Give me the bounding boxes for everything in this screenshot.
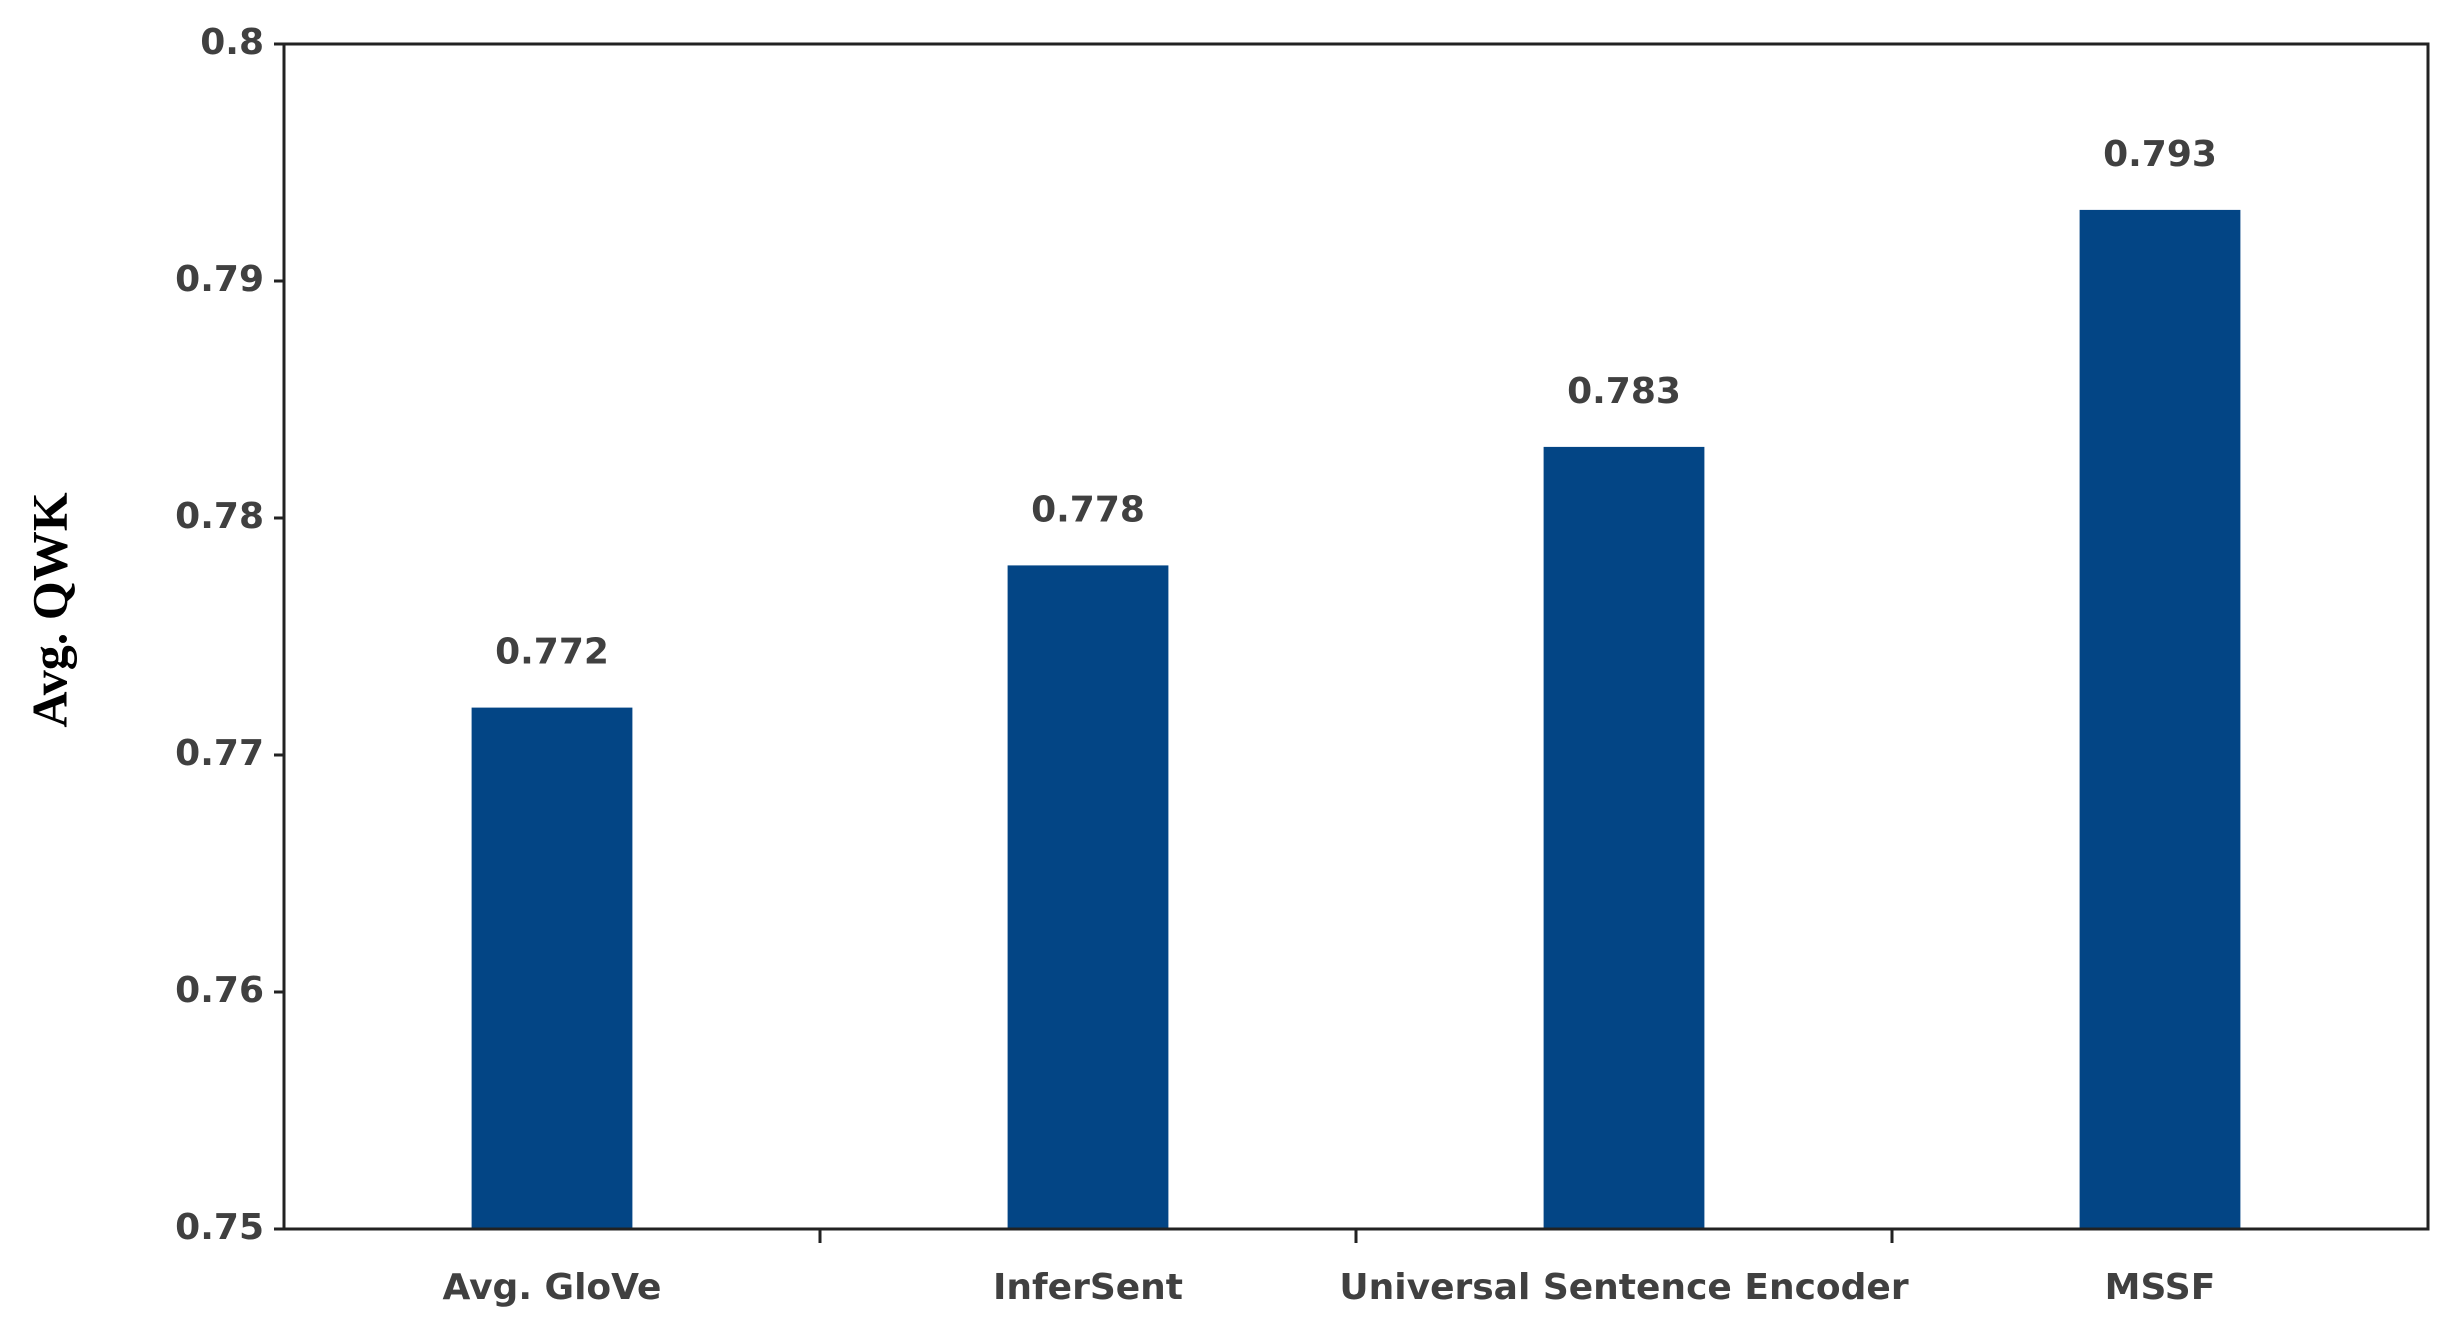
bar: [1007, 565, 1169, 1229]
y-tick-label: 0.77: [175, 733, 264, 774]
value-label: 0.783: [1567, 371, 1681, 412]
y-tick-label: 0.76: [175, 970, 264, 1011]
x-tick-label: Avg. GloVe: [443, 1267, 662, 1308]
y-axis-title: Avg. QWK: [21, 492, 77, 727]
y-tick-label: 0.79: [175, 259, 264, 300]
bar: [471, 707, 633, 1229]
value-label: 0.772: [495, 632, 609, 673]
y-tick-label: 0.75: [175, 1207, 264, 1248]
y-tick-label: 0.8: [200, 22, 264, 63]
bar: [1543, 446, 1705, 1229]
value-label: 0.793: [2103, 134, 2217, 175]
x-tick-label: InferSent: [993, 1267, 1183, 1308]
bar: [2079, 209, 2241, 1229]
x-tick-label: MSSF: [2105, 1267, 2216, 1308]
y-tick-label: 0.78: [175, 496, 264, 537]
value-label: 0.778: [1031, 489, 1145, 530]
x-tick-label: Universal Sentence Encoder: [1339, 1267, 1908, 1308]
